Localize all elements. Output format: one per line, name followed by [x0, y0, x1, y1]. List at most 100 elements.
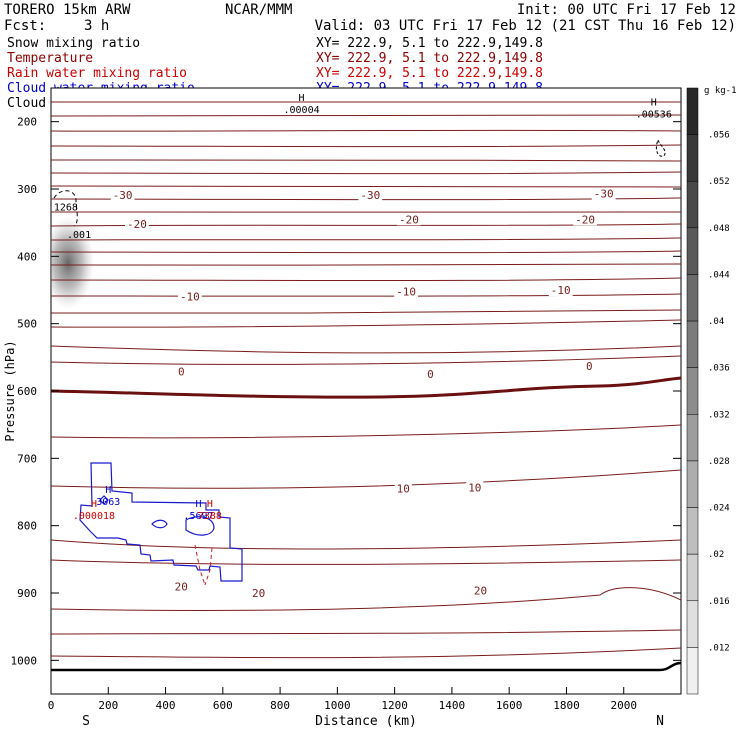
- contour-label-bg: [394, 285, 418, 298]
- legend-label: Snow mixing ratio: [7, 36, 140, 51]
- x-axis-title: Distance (km): [315, 714, 417, 729]
- colorbar-cell: [686, 87, 699, 135]
- x-tick-label: 0: [48, 699, 55, 712]
- contour-label: 20: [474, 584, 487, 597]
- contour-label-bg: [397, 213, 421, 226]
- x-tick-label: 1800: [553, 699, 580, 712]
- contour-label-bg: [611, 46, 655, 58]
- colorbar-cell: [686, 367, 699, 415]
- legend-xy: XY= 222.9, 5.1 to 222.9,149.8: [316, 36, 543, 51]
- contour-label: -10: [180, 291, 200, 304]
- contour-label-bg: [125, 218, 149, 231]
- legend-label: Rain water mixing ratio: [7, 66, 187, 81]
- extremum-value: .00004: [284, 105, 320, 116]
- contour-label-bg: [584, 360, 595, 373]
- x-tick-label: 400: [156, 699, 176, 712]
- contour-label: -30: [594, 188, 614, 201]
- extremum-value: .00536: [636, 110, 672, 121]
- colorbar-cell: [686, 507, 699, 555]
- x-tick-label: 1000: [324, 699, 351, 712]
- contour-label: 0: [586, 360, 593, 373]
- extremum-marker: H: [299, 93, 305, 104]
- contour-label-bg: [573, 213, 597, 226]
- contour-label-bg: [425, 368, 436, 381]
- extremum-value: 7388: [198, 511, 222, 522]
- x-tick-label: 1600: [496, 699, 523, 712]
- contour-label: -30: [360, 189, 380, 202]
- y-tick-label: 900: [17, 587, 37, 600]
- contour-label: -79.85: [612, 46, 652, 59]
- legend-xy: XY= 222.9, 5.1 to 222.9,149.8: [316, 51, 543, 66]
- colorbar-tick-label: .016: [708, 597, 730, 607]
- colorbar-cell: [686, 460, 699, 508]
- contour-label: 10: [468, 481, 481, 494]
- colorbar-cell: [686, 320, 699, 368]
- y-tick-label: 600: [17, 385, 37, 398]
- contour-label-bg: [172, 580, 190, 593]
- y-axis-title: Pressure (hPa): [3, 340, 17, 441]
- extremum-marker: H: [195, 499, 201, 510]
- contour-label-bg: [110, 189, 135, 202]
- contour-label: 10: [397, 483, 410, 496]
- colorbar: .056 .052 .048 .044 .04 .036 .032 .028 .024 .02 .0…: [686, 87, 730, 695]
- extremum-value: 3063: [96, 497, 120, 508]
- x-axis: 0 200 400 600 800 1000 1200 1400 1600 1800 2000: [48, 687, 637, 712]
- colorbar-cell: [686, 274, 699, 322]
- colorbar-cell: [686, 553, 699, 602]
- colorbar-tick-label: .056: [708, 131, 730, 141]
- colorbar-cell: [686, 180, 699, 229]
- y-tick-label: 500: [17, 318, 37, 331]
- y-tick-label: 1000: [11, 654, 38, 667]
- org-title: NCAR/MMM: [225, 2, 292, 18]
- contour-label: 0: [427, 368, 434, 381]
- contour-label-bg: [591, 187, 616, 200]
- colorbar-tick-label: .024: [708, 504, 730, 514]
- x-tick-label: 2000: [610, 699, 637, 712]
- colorbar-tick-label: .048: [708, 224, 730, 234]
- y-tick-label: 700: [17, 452, 37, 465]
- extremum-value: .001: [67, 230, 91, 241]
- contour-label-bg: [548, 284, 573, 296]
- colorbar-cell: [686, 647, 699, 695]
- colorbar-tick-label: .052: [708, 177, 730, 187]
- contour-label: -20: [575, 213, 595, 226]
- left-endpoint-label: S: [82, 714, 90, 729]
- colorbar-cell: [686, 600, 699, 648]
- contour-labels: -80.9 -80.65 -80.9 -79.85-30 -30 -30-20 -20 -20…: [110, 46, 655, 600]
- rain-water-contours: [194, 544, 213, 586]
- contour-label: 0: [178, 365, 185, 378]
- y-tick-label: 400: [17, 250, 37, 263]
- extremum-value: .000018: [73, 511, 115, 522]
- snow-contour: [53, 190, 78, 227]
- colorbar-tick-label: .028: [708, 457, 730, 467]
- colorbar-cell: [686, 227, 699, 275]
- contour-label: -10: [551, 284, 571, 297]
- right-endpoint-label: N: [656, 714, 664, 729]
- colorbar-tick-label: .04: [708, 317, 724, 327]
- extremum-marker: H: [207, 499, 213, 510]
- colorbar-tick-label: .032: [708, 410, 730, 420]
- contour-label-bg: [358, 189, 383, 202]
- ice-contour: [655, 139, 666, 157]
- contour-label-bg: [471, 584, 490, 597]
- contour-label-bg: [250, 587, 268, 599]
- contour-label-bg: [175, 365, 187, 378]
- plot-area: -80.9 -80.65 -80.9 -79.85-30 -30 -30-20 -20 -20…: [51, 46, 681, 672]
- contour-label: -20: [399, 213, 419, 226]
- colorbar-cell: [686, 134, 699, 182]
- forecast-label: Fcst:: [4, 18, 46, 34]
- x-tick-label: 1400: [439, 699, 466, 712]
- contour-label: -20: [127, 218, 147, 231]
- colorbar-tick-label: .036: [708, 364, 730, 374]
- extremum-marker: H: [651, 98, 657, 109]
- extremum-marker: H: [105, 485, 111, 496]
- x-tick-label: 200: [98, 699, 118, 712]
- contour-label-bg: [466, 481, 484, 494]
- legend-xy: XY= 222.9, 5.1 to 222.9,149.8: [316, 66, 543, 81]
- contour-label: -10: [396, 285, 416, 298]
- legend-label: Temperature: [7, 51, 93, 66]
- contour-label: -80.9: [249, 47, 282, 60]
